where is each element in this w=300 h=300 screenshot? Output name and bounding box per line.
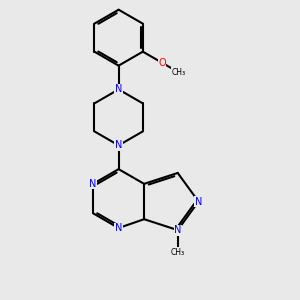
Text: N: N (115, 84, 122, 94)
Text: O: O (158, 58, 166, 68)
Text: N: N (115, 140, 122, 150)
Text: CH₃: CH₃ (171, 248, 185, 257)
Text: N: N (174, 225, 182, 235)
Text: N: N (115, 223, 122, 233)
Text: CH₃: CH₃ (172, 68, 186, 77)
Text: N: N (89, 179, 97, 189)
Text: N: N (195, 196, 202, 206)
